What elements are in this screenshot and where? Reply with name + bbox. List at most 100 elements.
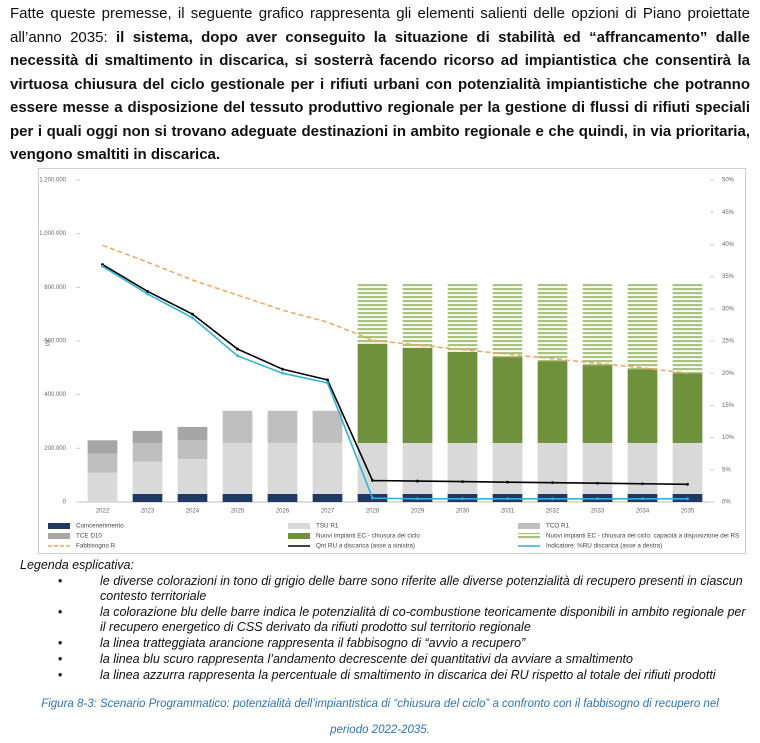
bar-segment — [582, 442, 613, 494]
y2-tick-label: 0% — [722, 500, 731, 506]
bar-segment — [132, 493, 163, 502]
bar-segment — [492, 442, 523, 494]
line — [102, 263, 688, 486]
y2-tick-label: 20% — [722, 371, 735, 377]
line-point — [101, 264, 104, 268]
x-tick-label: 2024 — [186, 509, 200, 515]
bar-segment — [357, 283, 388, 344]
bar-segment — [537, 283, 568, 362]
bar-segment — [177, 426, 208, 441]
x-tick-label: 2029 — [411, 509, 425, 515]
bar-segment — [267, 442, 298, 494]
bar-segment — [492, 283, 523, 358]
line-point — [281, 367, 284, 371]
bar-segment — [582, 365, 613, 443]
legend-label: Indicatore: %RU discarica (asse a destra… — [546, 543, 662, 550]
x-tick-label: 2025 — [231, 509, 245, 515]
bar-segment — [672, 442, 703, 494]
y2-tick-label: 50% — [722, 178, 735, 184]
chart: t/a 0 200.000 400.000 600.000 800.000 1.000.0… — [38, 168, 746, 554]
bar-segment — [222, 410, 253, 443]
line-point — [596, 481, 599, 485]
bar-segment — [447, 283, 478, 352]
bar-segment — [222, 442, 253, 494]
bar-segment — [672, 373, 703, 443]
y-tick-label: 800.000 — [44, 285, 66, 291]
line-point — [281, 371, 284, 375]
bar-segment — [132, 461, 163, 494]
legend-note-item: la linea blu scuro rappresenta l’andamen… — [58, 652, 760, 667]
y-tick-label: 1.200.000 — [39, 178, 66, 184]
line-point — [641, 497, 644, 501]
bar-segment — [627, 369, 658, 443]
legend-label: Nuovi impianti EC - chiusura del ciclo: … — [546, 533, 739, 540]
line-point — [551, 481, 554, 485]
x-tick-label: 2022 — [96, 509, 110, 515]
bar-segment — [402, 283, 433, 348]
x-tick-label: 2035 — [681, 509, 695, 515]
x-tick-label: 2032 — [546, 509, 560, 515]
y-tick-label: 0 — [63, 500, 67, 506]
legend-note-list: le diverse colorazioni in tono di grigio… — [0, 574, 760, 683]
bar-segment — [492, 357, 523, 443]
legend-swatch — [288, 523, 310, 529]
paragraph: Fatte queste premesse, il seguente grafi… — [10, 2, 750, 167]
legend-swatch — [518, 523, 540, 529]
legend-label: TCE D10 — [76, 533, 102, 540]
legend-label: TSU R1 — [316, 523, 339, 530]
line-point — [326, 378, 329, 382]
bar-segment — [357, 442, 388, 494]
line-point — [416, 479, 419, 483]
bar-segment — [267, 493, 298, 502]
bar-segment — [132, 442, 163, 462]
bar-segment — [87, 472, 118, 502]
caption: Figura 8-3: Scenario Programmatico: pote… — [41, 698, 719, 736]
y-tick-label: 1.000.000 — [39, 231, 66, 237]
bar-segment — [312, 410, 343, 443]
line-point — [146, 289, 149, 293]
line-point — [596, 497, 599, 501]
legend-note: Legenda esplicativa: le diverse colorazi… — [0, 558, 760, 684]
line-point — [371, 479, 374, 482]
line-point — [461, 497, 464, 501]
legend-label: Qnt RU a discarica (asse a sinistra) — [316, 543, 415, 550]
bar-segment — [537, 361, 568, 443]
legend-swatch — [48, 523, 70, 529]
bar-segment — [312, 442, 343, 494]
y-axis-label: t/a — [46, 339, 52, 346]
line-point — [191, 312, 194, 316]
bar-segment — [267, 410, 298, 443]
bar-segment — [87, 440, 118, 454]
bar-segment — [177, 493, 208, 502]
paragraph-bold: il sistema, dopo aver conseguito la situ… — [10, 28, 750, 164]
x-tick-label: 2028 — [366, 509, 380, 515]
legend-swatch — [48, 533, 70, 539]
y2-tick-label: 35% — [722, 274, 735, 280]
bar-segment — [87, 453, 118, 473]
line-point — [686, 482, 689, 486]
bar-segment — [312, 493, 343, 502]
legend-note-item: la linea azzurra rappresenta la percentu… — [58, 668, 760, 683]
bar-segment — [402, 347, 433, 443]
y2-tick-label: 40% — [722, 242, 735, 248]
legend-swatch — [518, 533, 540, 539]
y-tick-label: 400.000 — [44, 392, 66, 398]
line — [102, 244, 688, 374]
bar-segment — [132, 430, 163, 443]
bar-segment — [537, 442, 568, 494]
y2-tick-label: 30% — [722, 306, 735, 312]
bar-segment — [357, 343, 388, 443]
legend-note-item: la linea tratteggiata arancione rapprese… — [58, 636, 760, 651]
line-point — [506, 480, 509, 484]
line-point — [416, 497, 419, 501]
line-point — [236, 347, 239, 351]
bar-segment — [582, 283, 613, 366]
x-tick-label: 2026 — [276, 509, 290, 515]
y2-tick-label: 25% — [722, 339, 735, 345]
bar-segment — [177, 440, 208, 460]
line-point — [191, 316, 194, 320]
line-point — [371, 496, 374, 500]
x-tick-label: 2034 — [636, 509, 650, 515]
legend-swatch — [288, 533, 310, 539]
x-tick-label: 2030 — [456, 509, 470, 515]
